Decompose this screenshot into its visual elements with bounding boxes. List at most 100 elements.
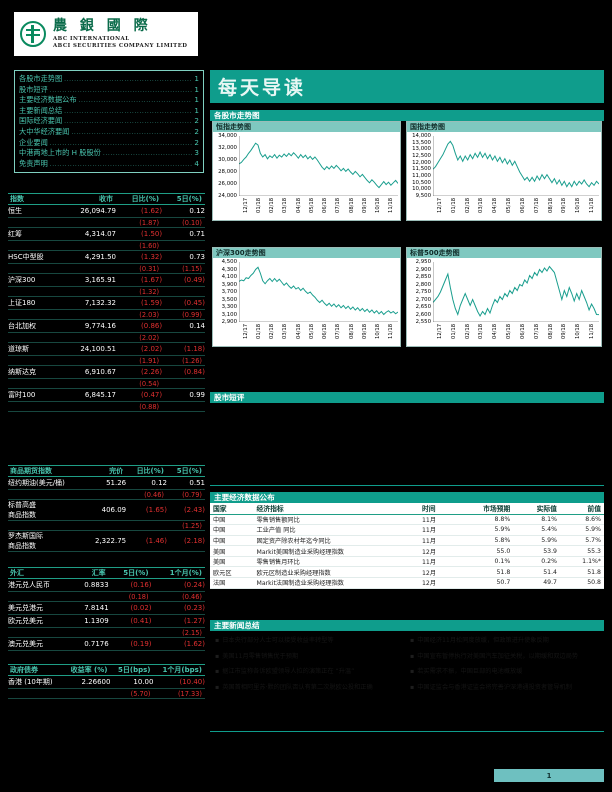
toc-item-label: 企业要闻: [19, 137, 48, 147]
chart-plot-area: 2,950 2,900 2,850 2,800 2,750 2,700 2,650 2,600…: [416, 259, 599, 339]
toc-item-page: 1: [194, 105, 199, 115]
news-item[interactable]: ▪ 中国宣布暂停执行对美国汽车加征关税，以期缓和双边局势: [410, 653, 599, 662]
news-item[interactable]: ▪ 中国证监会与香港证监会将完善沪深港通投资者管导机制: [410, 684, 599, 693]
subrow-change-1: [109, 628, 152, 638]
econ-cell-time: 12月: [418, 566, 455, 579]
column-header: 5日(%): [123, 569, 149, 577]
column-header: 外汇: [10, 569, 24, 577]
toc-item[interactable]: 企业要闻....................................…: [19, 138, 199, 149]
table-header-row: 外汇 汇率 5日(%) 1个月(%): [8, 567, 205, 579]
table-subrow: (2.02): [8, 333, 205, 343]
news-item[interactable]: ▪ 日本央行部分人士可以接受收益率转型等: [215, 637, 404, 646]
subrow-spacer: [8, 218, 62, 228]
news-item[interactable]: ▪ 若买需求不振，中国巨部的电池概放缓: [410, 668, 599, 677]
news-summary-body: ▪ 日本央行部分人士可以接受收益率转型等 ▪ 美国11月零售销售优于预期 ▪ 据江市监称各…: [210, 631, 604, 731]
toc-item-page: 3: [194, 148, 199, 158]
row-label: 恒生: [8, 207, 22, 215]
subrow-change-1: (2.03): [139, 310, 160, 319]
row-change-2: (0.24): [183, 581, 205, 589]
row-change-2: (0.49): [183, 276, 205, 284]
x-axis-tick: 05/18: [308, 198, 315, 213]
row-change-1: (0.47): [141, 391, 163, 399]
x-axis-tick: 07/18: [533, 324, 540, 339]
y-axis-tick: 10,500: [412, 179, 431, 186]
subrow-spacer: [8, 333, 62, 343]
toc-item[interactable]: 中港两地上市的 H 股股份...........................…: [19, 148, 199, 159]
chart-line-svg: [239, 262, 398, 322]
x-axis-tick: 05/18: [506, 198, 513, 213]
table-row: 沪深300 3,165.91 (1.67) (0.49): [8, 274, 205, 287]
x-axis-tick: 02/18: [464, 198, 471, 213]
table-subrow: (1.87) (0.10): [8, 218, 205, 228]
econ-column-header: 国家: [210, 503, 254, 515]
y-axis-tick: 2,650: [415, 304, 431, 310]
econ-column-header: 前值: [559, 503, 604, 515]
y-axis-tick: 14,000: [412, 133, 431, 139]
subrow-spacer: [8, 356, 62, 366]
subrow-spacer: [62, 264, 116, 274]
x-axis-tick: 03/18: [282, 324, 289, 339]
x-axis-tick: 04/18: [295, 324, 302, 339]
row-value: 26,094.79: [80, 207, 116, 215]
news-item-text: 中国宣布暂停执行对美国汽车加征关税，以期缓和双边局势: [417, 652, 579, 660]
logo-chinese-name: 農 銀 國 際: [53, 17, 152, 34]
subrow-change-2: (1.25): [182, 521, 202, 530]
table-row: 欧元兑美元 1.1309 (0.41) (1.27): [8, 615, 205, 628]
econ-cell-forecast: 8.8%: [454, 514, 514, 526]
x-axis-tick: 09/18: [361, 198, 368, 213]
table-header-row: 指数 收市 日比(%) 5日(%): [8, 193, 205, 205]
econ-cell-actual: 8.1%: [513, 514, 560, 526]
subrow-change-1: (0.46): [144, 490, 164, 499]
table-subrow: (0.31) (1.15): [8, 264, 205, 274]
toc-item[interactable]: 大中华经济要闻.................................…: [19, 127, 199, 138]
subrow-change-2: [162, 379, 205, 389]
bullet-icon: ▪: [410, 652, 415, 660]
row-value: 6,910.67: [84, 368, 116, 376]
toc-item-page: 2: [194, 126, 199, 136]
y-axis-tick: 2,900: [415, 266, 431, 273]
toc-item[interactable]: 主要新闻总结..................................…: [19, 106, 199, 117]
y-axis-tick: 13,500: [412, 139, 431, 146]
toc-leader-dots: ........................................…: [78, 97, 193, 105]
news-item[interactable]: ▪ 据江市监称各诉欧盟领导人拉的演策正在 “升温”: [215, 668, 404, 677]
row-change-2: 0.99: [189, 391, 205, 399]
news-item[interactable]: ▪ 中国经济11月松同度放缓，但政策进升使象反期: [410, 637, 599, 646]
toc-item[interactable]: 国际经济要闻..................................…: [19, 116, 199, 127]
row-change-1: (2.02): [141, 345, 163, 353]
chart-card: 国指走势图 14,000 13,500 13,000 12,500 12,000 11,50…: [406, 121, 602, 221]
chart-card: 恒指走势图 34,000 32,000 30,000 28,000 26,000 24,00…: [212, 121, 401, 221]
table-row: 道琼斯 24,100.51 (2.02) (1.18): [8, 343, 205, 356]
table-subrow: (0.88): [8, 402, 205, 412]
subrow-change-1: (0.54): [139, 379, 160, 388]
news-column-right: ▪ 中国经济11月松同度放缓，但政策进升使象反期 ▪ 中国宣布暂停执行对美国汽车加征关…: [410, 637, 599, 727]
econ-cell-time: 11月: [418, 556, 455, 568]
y-axis-tick: 2,750: [415, 289, 431, 295]
x-axis-tick: 01/18: [255, 324, 262, 339]
table-subrow: (1.60): [8, 241, 205, 251]
y-axis-tick: 3,500: [221, 296, 237, 303]
table-row: 台北加权 9,774.16 (0.86) 0.14: [8, 320, 205, 333]
news-item[interactable]: ▪ 美国11月零售销售优于预期: [215, 653, 404, 662]
row-value: 4,314.07: [84, 230, 116, 238]
column-header: 5日(%): [176, 467, 202, 475]
econ-cell-indicator: Markit美国制造业采购经理指数: [253, 545, 419, 557]
toc-item[interactable]: 股市短评....................................…: [19, 85, 199, 96]
y-axis-tick: 12,000: [412, 159, 431, 166]
x-axis-tick: 11/18: [388, 324, 395, 339]
subrow-spacer: [72, 592, 109, 602]
row-change-2: 0.51: [189, 479, 205, 487]
subrow-change-1: (2.02): [139, 333, 160, 342]
toc-item[interactable]: 免责声明....................................…: [19, 159, 199, 170]
row-change-1: (1.62): [141, 207, 163, 215]
row-change-2: (0.23): [183, 604, 205, 612]
econ-row: 法国 Markit法国制造业采购经理指数 12月 50.7 49.7 50.8: [210, 577, 604, 589]
toc-item[interactable]: 主要经济数据公布................................…: [19, 95, 199, 106]
row-label: 美元兑港元: [8, 604, 43, 612]
x-axis-tick: 02/18: [464, 324, 471, 339]
row-change-2: (0.45): [183, 299, 205, 307]
column-header: 汇率: [91, 569, 106, 577]
toc-item[interactable]: 各股市走势图..................................…: [19, 74, 199, 85]
news-item[interactable]: ▪ 英国首相阿里苏·默的团队否认有第二次脱欧公投和正确: [215, 684, 404, 693]
row-label: 纽约期油(美元/桶): [8, 479, 65, 487]
logo-english-name: ABC INTERNATIONAL: [53, 35, 130, 42]
